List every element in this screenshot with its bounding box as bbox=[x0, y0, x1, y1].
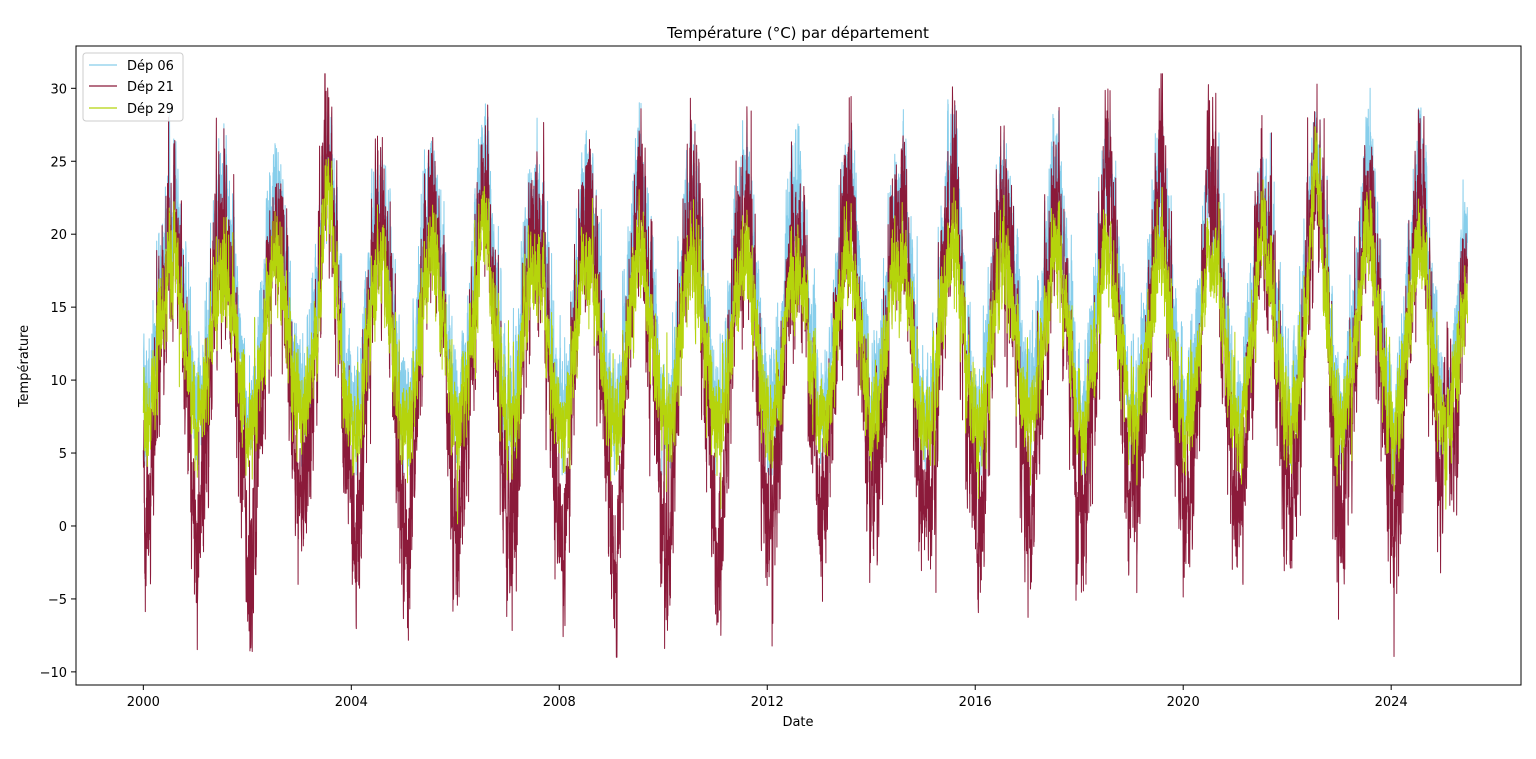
x-tick-label: 2008 bbox=[543, 695, 576, 710]
y-tick-label: 0 bbox=[59, 520, 67, 535]
y-axis: −10 −5 0 5 10 15 20 25 30 bbox=[40, 82, 76, 681]
y-tick-label: 25 bbox=[50, 155, 67, 170]
legend: Dép 06 Dép 21 Dép 29 bbox=[82, 52, 184, 122]
plot-frame bbox=[75, 45, 1522, 686]
y-tick-label: 20 bbox=[50, 228, 67, 243]
legend-item-dep-21: Dép 21 bbox=[89, 80, 174, 95]
y-axis-title: Température bbox=[17, 325, 32, 408]
legend-label-dep-21: Dép 21 bbox=[127, 80, 174, 95]
y-tick-label: 15 bbox=[50, 301, 67, 316]
series-layer bbox=[142, 73, 1468, 658]
y-tick-label: −10 bbox=[40, 666, 67, 681]
legend-box bbox=[82, 52, 184, 122]
y-tick-label: 10 bbox=[50, 374, 67, 389]
legend-label-dep-29: Dép 29 bbox=[127, 102, 174, 117]
x-tick-label: 2000 bbox=[127, 695, 160, 710]
x-axis: 2000 2004 2008 2012 2016 2020 2024 bbox=[127, 685, 1408, 710]
x-tick-label: 2024 bbox=[1375, 695, 1408, 710]
x-tick-label: 2016 bbox=[959, 695, 992, 710]
legend-item-dep-06: Dép 06 bbox=[89, 59, 174, 74]
legend-item-dep-29: Dép 29 bbox=[89, 102, 174, 117]
x-tick-label: 2004 bbox=[335, 695, 368, 710]
series-line-d-p-29 bbox=[142, 126, 1468, 525]
legend-label-dep-06: Dép 06 bbox=[127, 59, 174, 74]
y-tick-label: 30 bbox=[50, 82, 67, 97]
x-tick-label: 2020 bbox=[1167, 695, 1200, 710]
y-tick-label: −5 bbox=[48, 593, 67, 608]
chart-title: Température (°C) par département bbox=[666, 24, 929, 42]
x-tick-label: 2012 bbox=[751, 695, 784, 710]
y-tick-label: 5 bbox=[59, 447, 67, 462]
x-axis-title: Date bbox=[782, 715, 813, 730]
